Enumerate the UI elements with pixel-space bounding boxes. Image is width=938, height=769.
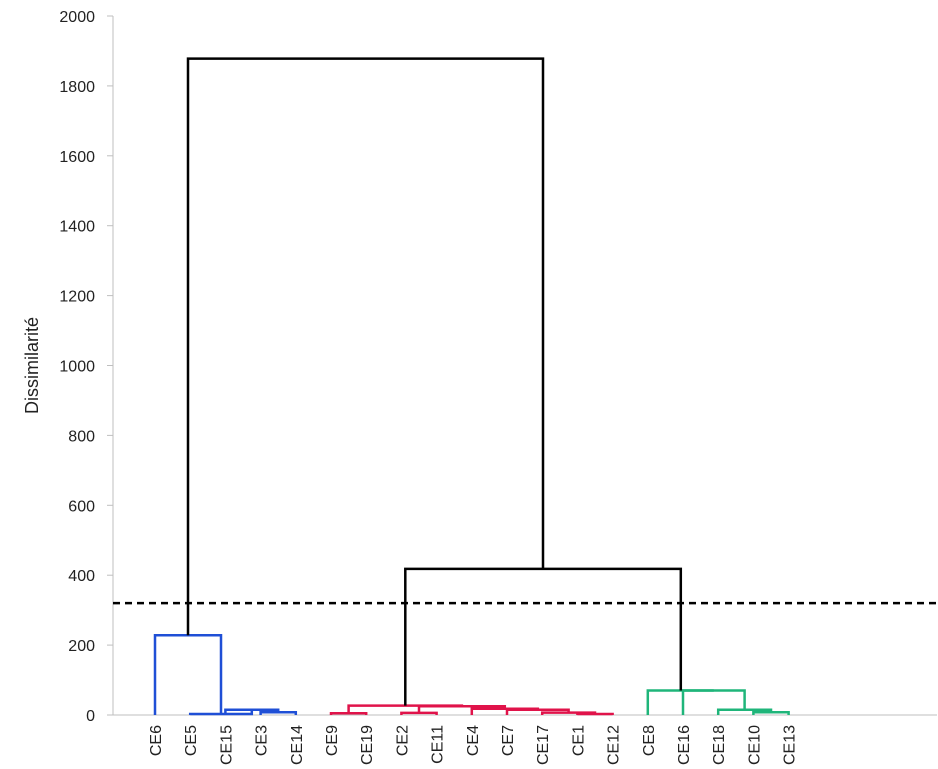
leaf-label: CE7 [500, 725, 517, 756]
leaf-label: CE12 [606, 725, 623, 765]
leaf-label: CE8 [641, 725, 658, 756]
y-tick-label: 0 [86, 708, 95, 725]
leaf-label: CE3 [254, 725, 271, 756]
y-tick-label: 1800 [59, 79, 95, 96]
leaf-label: CE19 [359, 725, 376, 765]
leaf-labels: CE6 CE5 CE15 CE3 CE14 CE9 CE19 CE2 CE11 CE4 CE7 CE1… [148, 725, 799, 765]
y-tick-label: 1400 [59, 219, 95, 236]
dendrogram-link [681, 689, 746, 715]
leaf-label: CE5 [183, 725, 200, 756]
dendrogram-link [646, 689, 714, 715]
y-tick-label: 400 [68, 568, 95, 585]
leaf-label: CE17 [535, 725, 552, 765]
dendrogram-link [404, 567, 683, 706]
leaf-label: CE1 [570, 725, 587, 756]
y-tick-label: 2000 [59, 9, 95, 26]
y-tick-label: 1600 [59, 149, 95, 166]
y-tick-labels: 0 200 400 600 800 1000 1200 1400 1600 1800 2000 [59, 9, 113, 725]
dendrogram-link [186, 57, 545, 636]
dendrogram-links [153, 57, 790, 716]
y-tick-label: 1000 [59, 359, 95, 376]
y-tick-label: 200 [68, 638, 95, 655]
leaf-label: CE18 [711, 725, 728, 765]
leaf-label: CE9 [324, 725, 341, 756]
y-tick-label: 1200 [59, 289, 95, 306]
leaf-label: CE14 [289, 725, 306, 765]
leaf-label: CE4 [465, 725, 482, 756]
leaf-label: CE11 [430, 725, 447, 764]
leaf-label: CE15 [218, 725, 235, 765]
dendrogram-link [470, 707, 540, 715]
leaf-label: CE10 [746, 725, 763, 765]
y-tick-label: 800 [68, 428, 95, 445]
dendrogram-link [153, 634, 223, 715]
axes [112, 16, 937, 716]
leaf-label: CE2 [394, 725, 411, 756]
leaf-label: CE16 [676, 725, 693, 765]
y-tick-label: 600 [68, 498, 95, 515]
leaf-label: CE6 [148, 725, 165, 756]
leaf-label: CE13 [782, 725, 799, 765]
y-axis-title: Dissimilarité [22, 317, 42, 414]
dendrogram-link [576, 712, 614, 716]
